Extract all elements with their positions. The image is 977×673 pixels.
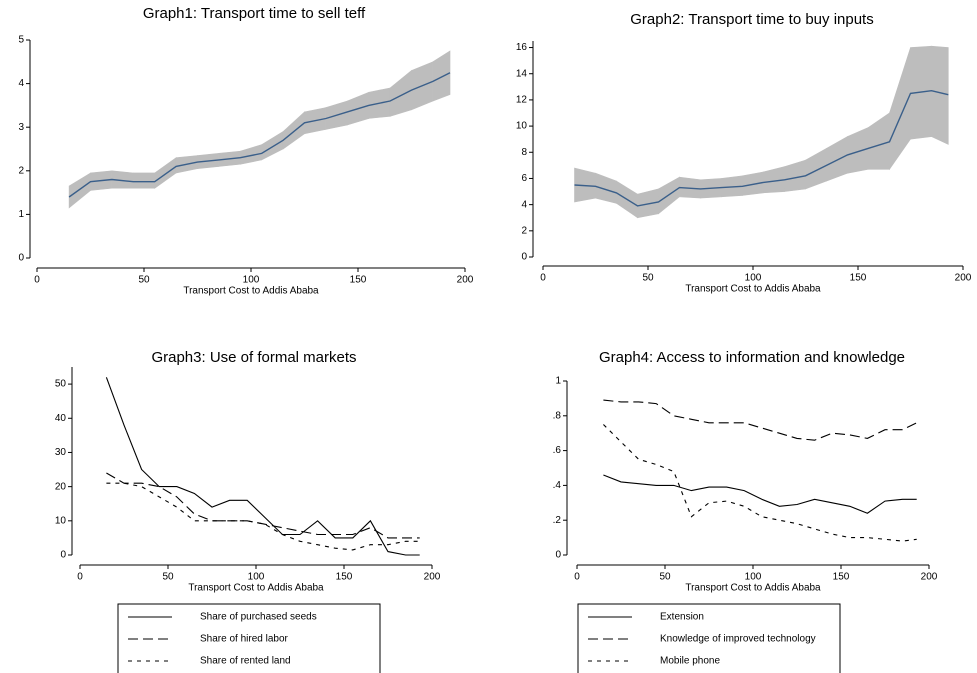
confidence-band xyxy=(154,157,177,189)
confidence-band xyxy=(868,112,890,170)
chart-title: Graph1: Transport time to sell teff xyxy=(143,5,366,22)
y-tick-label: 5 xyxy=(18,35,24,46)
y-tick-label: 20 xyxy=(55,481,67,492)
y-tick-label: .6 xyxy=(553,445,562,456)
x-tick-label: 150 xyxy=(850,273,867,284)
legend-box xyxy=(117,603,381,673)
data-line xyxy=(603,424,917,542)
x-tick-label: 0 xyxy=(540,273,546,284)
x-tick-label: 50 xyxy=(642,273,654,284)
data-line xyxy=(574,89,949,207)
x-tick-label: 50 xyxy=(659,572,671,583)
legend-box xyxy=(577,603,841,673)
x-tick-label: 200 xyxy=(457,275,474,286)
legend-label: Share of hired labor xyxy=(200,634,289,645)
confidence-band xyxy=(261,131,284,161)
y-tick-label: 12 xyxy=(516,95,528,106)
legend-label: Share of rented land xyxy=(200,656,291,667)
x-tick-label: 50 xyxy=(138,275,150,286)
legend-label: Share of purchased seeds xyxy=(200,612,317,623)
confidence-band xyxy=(889,47,911,171)
confidence-band xyxy=(282,111,305,150)
y-tick-label: 30 xyxy=(55,447,67,458)
y-tick-label: 4 xyxy=(18,78,24,89)
y-tick-label: .4 xyxy=(553,480,562,491)
confidence-band xyxy=(133,172,155,189)
chart-title: Graph2: Transport time to buy inputs xyxy=(630,11,873,28)
x-axis-label: Transport Cost to Addis Ababa xyxy=(188,583,324,594)
data-line xyxy=(106,472,420,539)
x-tick-label: 100 xyxy=(243,275,260,286)
x-axis-label: Transport Cost to Addis Ababa xyxy=(183,286,319,297)
y-tick-label: 6 xyxy=(521,173,527,184)
y-tick-label: .8 xyxy=(553,410,562,421)
legend-label: Mobile phone xyxy=(660,656,720,667)
data-line xyxy=(68,72,451,198)
x-tick-label: 200 xyxy=(955,273,972,284)
y-tick-label: 1 xyxy=(555,376,561,387)
confidence-band xyxy=(68,172,91,209)
y-tick-label: 8 xyxy=(521,147,527,158)
x-tick-label: 0 xyxy=(77,572,83,583)
chart-title: Graph4: Access to information and knowle… xyxy=(599,349,905,366)
y-tick-label: 16 xyxy=(516,42,528,53)
confidence-band xyxy=(595,172,617,204)
x-axis-label: Transport Cost to Addis Ababa xyxy=(685,583,821,594)
data-line xyxy=(603,474,917,514)
y-tick-label: .2 xyxy=(553,515,562,526)
confidence-band xyxy=(826,136,848,182)
y-tick-label: 50 xyxy=(55,379,67,390)
confidence-band xyxy=(931,45,949,145)
confidence-band xyxy=(847,126,869,174)
x-tick-label: 150 xyxy=(350,275,367,286)
chart-title: Graph3: Use of formal markets xyxy=(151,349,356,366)
y-tick-label: 3 xyxy=(18,122,24,133)
x-tick-label: 0 xyxy=(34,275,40,286)
y-tick-label: 10 xyxy=(55,515,67,526)
y-tick-label: 0 xyxy=(521,252,527,263)
legend-label: Knowledge of improved technology xyxy=(660,634,816,645)
data-line xyxy=(106,482,420,551)
confidence-band xyxy=(805,147,827,190)
x-tick-label: 200 xyxy=(424,572,441,583)
confidence-band xyxy=(389,69,412,117)
x-tick-label: 50 xyxy=(162,572,174,583)
legend-label: Extension xyxy=(660,612,704,623)
y-tick-label: 4 xyxy=(521,199,527,210)
x-tick-label: 0 xyxy=(574,572,580,583)
x-axis-label: Transport Cost to Addis Ababa xyxy=(685,284,821,295)
y-tick-label: 0 xyxy=(555,550,561,561)
y-tick-label: 0 xyxy=(60,550,66,561)
x-tick-label: 100 xyxy=(745,572,762,583)
y-tick-label: 14 xyxy=(516,68,528,79)
x-tick-label: 150 xyxy=(336,572,353,583)
y-tick-label: 0 xyxy=(18,253,24,264)
y-tick-label: 1 xyxy=(18,209,24,220)
x-tick-label: 100 xyxy=(248,572,265,583)
y-tick-label: 2 xyxy=(18,165,24,176)
x-tick-label: 100 xyxy=(745,273,762,284)
y-tick-label: 10 xyxy=(516,121,528,132)
confidence-band xyxy=(432,50,451,102)
x-tick-label: 200 xyxy=(921,572,938,583)
data-line xyxy=(603,399,917,441)
y-tick-label: 40 xyxy=(55,413,67,424)
data-line xyxy=(105,377,420,556)
x-tick-label: 150 xyxy=(833,572,850,583)
y-tick-label: 2 xyxy=(521,225,527,236)
